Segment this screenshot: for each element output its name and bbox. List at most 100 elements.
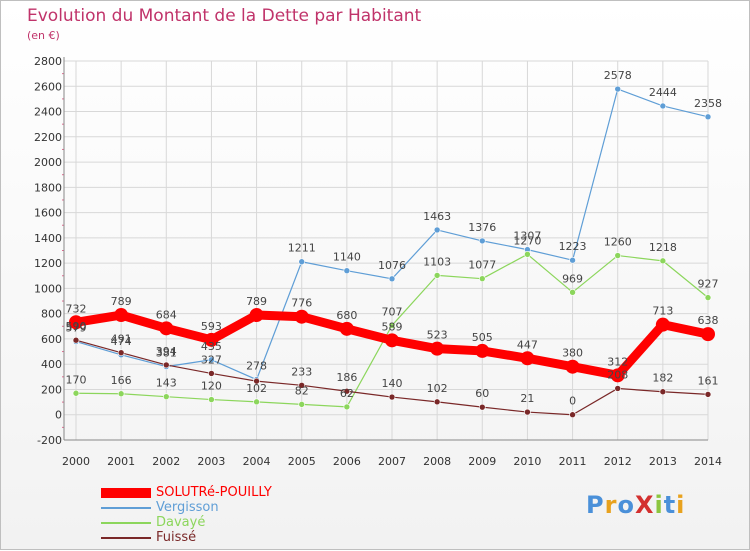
y-tick-label: 1600 xyxy=(34,207,62,220)
legend-label: SOLUTRé-POUILLY xyxy=(156,485,272,500)
series-point-2 xyxy=(343,403,351,411)
data-label-0: 789 xyxy=(111,295,132,308)
data-label-0: 713 xyxy=(652,305,673,318)
x-tick-label: 2008 xyxy=(423,455,451,468)
series-point-2 xyxy=(569,289,576,296)
data-label-0: 684 xyxy=(156,308,177,321)
data-label-3: 327 xyxy=(201,353,222,366)
data-label-1: 474 xyxy=(111,335,132,348)
x-tick-label: 2014 xyxy=(694,455,722,468)
data-label-2: 1103 xyxy=(423,255,451,268)
y-tick-label: 1200 xyxy=(34,257,62,270)
y-tick-label: 600 xyxy=(41,333,62,346)
data-label-3: 394 xyxy=(156,345,177,358)
data-label-2: 170 xyxy=(66,373,87,386)
chart-subtitle: (en €) xyxy=(27,29,60,42)
chart-title: Evolution du Montant de la Dette par Hab… xyxy=(27,6,422,26)
legend-swatch xyxy=(101,487,151,498)
y-tick-label: 800 xyxy=(41,308,62,321)
x-tick-label: 2010 xyxy=(513,455,541,468)
series-point-0 xyxy=(520,351,535,366)
series-point-3 xyxy=(208,370,215,377)
x-tick-label: 2005 xyxy=(288,455,316,468)
series-point-3 xyxy=(614,385,622,392)
data-label-3: 590 xyxy=(66,320,87,333)
series-point-2 xyxy=(162,393,170,400)
data-label-2: 1077 xyxy=(468,259,496,272)
y-tick-label: 2000 xyxy=(34,156,62,169)
series-point-1 xyxy=(659,102,667,110)
series-point-2 xyxy=(253,398,260,406)
data-label-0: 732 xyxy=(66,302,87,315)
data-label-3: 140 xyxy=(382,377,403,390)
x-tick-label: 2007 xyxy=(378,455,406,468)
data-label-1: 278 xyxy=(246,360,267,373)
data-label-2: 82 xyxy=(295,384,309,397)
series-point-0 xyxy=(204,332,219,347)
series-point-2 xyxy=(298,401,306,408)
series-point-1 xyxy=(614,85,622,93)
series-point-2 xyxy=(704,294,712,301)
data-label-1: 1076 xyxy=(378,259,406,272)
series-point-3 xyxy=(524,408,531,416)
x-tick-label: 2011 xyxy=(559,455,587,468)
legend-label: Fuissé xyxy=(156,530,197,545)
data-label-0: 593 xyxy=(201,320,222,333)
data-label-2: 927 xyxy=(698,278,719,291)
y-tick-label: 2800 xyxy=(34,55,62,68)
x-tick-label: 2000 xyxy=(62,455,90,468)
x-tick-label: 2012 xyxy=(604,455,632,468)
data-label-0: 380 xyxy=(562,347,583,360)
data-label-0: 523 xyxy=(427,329,448,342)
data-label-1: 1211 xyxy=(288,242,316,255)
y-tick-label: 400 xyxy=(41,358,62,371)
data-label-2: 1218 xyxy=(649,241,677,254)
data-label-1: 1376 xyxy=(468,221,496,234)
y-tick-label: 2200 xyxy=(34,131,62,144)
data-label-2: 62 xyxy=(340,387,354,400)
series-point-1 xyxy=(433,226,441,234)
data-label-0: 447 xyxy=(517,338,538,351)
data-label-0: 589 xyxy=(382,320,403,333)
data-label-1: 2444 xyxy=(649,86,677,99)
y-tick-label: 1000 xyxy=(34,282,62,295)
series-point-2 xyxy=(388,322,396,329)
legend-item: Vergisson xyxy=(101,500,301,515)
series-point-3 xyxy=(162,361,170,369)
data-label-3: 208 xyxy=(607,368,628,381)
x-tick-label: 2003 xyxy=(197,455,225,468)
data-label-1: 435 xyxy=(201,340,222,353)
x-tick-label: 2002 xyxy=(152,455,180,468)
data-label-3: 182 xyxy=(652,372,673,385)
series-point-0 xyxy=(159,321,174,336)
data-label-3: 186 xyxy=(336,371,357,384)
data-label-0: 638 xyxy=(698,314,719,327)
data-label-1: 1223 xyxy=(559,240,587,253)
data-label-2: 707 xyxy=(382,305,403,318)
series-point-3 xyxy=(253,377,260,385)
data-label-3: 60 xyxy=(475,387,489,400)
data-label-1: 579 xyxy=(66,322,87,335)
series-point-2 xyxy=(614,252,622,259)
data-label-2: 1270 xyxy=(513,234,541,247)
series-point-1 xyxy=(388,275,396,283)
data-label-2: 143 xyxy=(156,377,177,390)
legend-item: Davayé xyxy=(101,515,301,530)
series-point-0 xyxy=(655,317,670,332)
data-label-3: 491 xyxy=(111,333,132,346)
data-label-3: 0 xyxy=(569,395,576,408)
series-point-3 xyxy=(704,391,712,398)
data-label-0: 789 xyxy=(246,295,267,308)
y-tick-label: 0 xyxy=(55,409,62,422)
y-tick-label: 1800 xyxy=(34,181,62,194)
series-point-0 xyxy=(701,327,715,342)
data-label-3: 102 xyxy=(427,382,448,395)
series-point-2 xyxy=(524,250,531,258)
data-label-2: 120 xyxy=(201,380,222,393)
series-point-3 xyxy=(117,349,125,357)
series-point-2 xyxy=(659,257,667,265)
y-tick-label: 1400 xyxy=(34,232,62,245)
data-label-0: 312 xyxy=(607,355,628,368)
data-label-1: 1307 xyxy=(513,230,541,243)
